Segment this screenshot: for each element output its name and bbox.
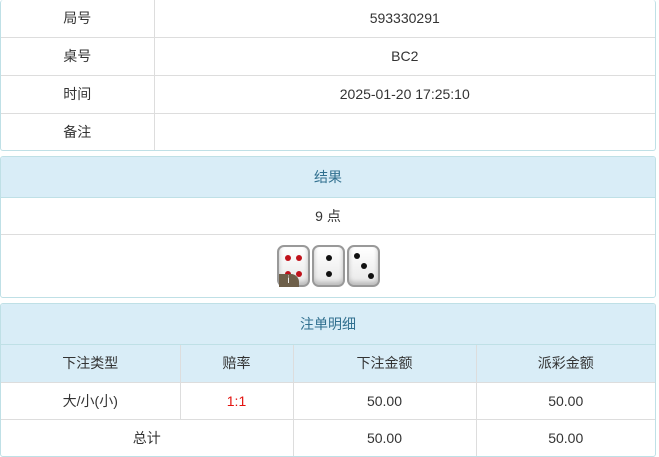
label-table: 桌号 xyxy=(1,36,155,76)
odds: 1:1 xyxy=(179,381,294,420)
total-row: 总计 50.00 50.00 xyxy=(1,418,655,456)
die-three-icon xyxy=(346,245,380,287)
header-payout: 派彩金额 xyxy=(475,345,655,383)
bet-type: 大/小(小) xyxy=(1,381,181,420)
die-two-icon xyxy=(311,245,345,287)
result-title: 结果 xyxy=(1,157,655,198)
result-panel: 结果 9 点 i xyxy=(0,156,656,298)
value-remark xyxy=(153,112,655,150)
bet-amount: 50.00 xyxy=(292,381,477,420)
die-four-icon: i xyxy=(276,245,310,287)
total-label: 总计 xyxy=(1,418,294,456)
payout: 50.00 xyxy=(475,381,655,420)
header-odds: 赔率 xyxy=(179,345,294,383)
label-time: 时间 xyxy=(1,74,155,114)
result-points: 9 点 xyxy=(1,198,655,235)
header-bet-type: 下注类型 xyxy=(1,345,181,383)
bet-details-panel: 注单明细 下注类型 赔率 下注金额 派彩金额 大/小(小) 1:1 50.00 … xyxy=(0,303,656,457)
label-remark: 备注 xyxy=(1,112,155,150)
value-time: 2025-01-20 17:25:10 xyxy=(153,74,655,114)
total-payout: 50.00 xyxy=(475,418,655,456)
header-bet-amount: 下注金额 xyxy=(292,345,477,383)
label-round: 局号 xyxy=(1,0,155,38)
bet-details-title: 注单明细 xyxy=(1,304,655,345)
value-table: BC2 xyxy=(153,36,655,76)
value-round: 593330291 xyxy=(153,0,655,38)
info-icon[interactable]: i xyxy=(278,274,299,287)
dice-row: i xyxy=(1,235,655,297)
table-row: 大/小(小) 1:1 50.00 50.00 xyxy=(1,381,655,420)
total-amount: 50.00 xyxy=(292,418,477,456)
round-info-panel: 局号 593330291 桌号 BC2 时间 2025-01-20 17:25:10 … xyxy=(0,0,656,151)
